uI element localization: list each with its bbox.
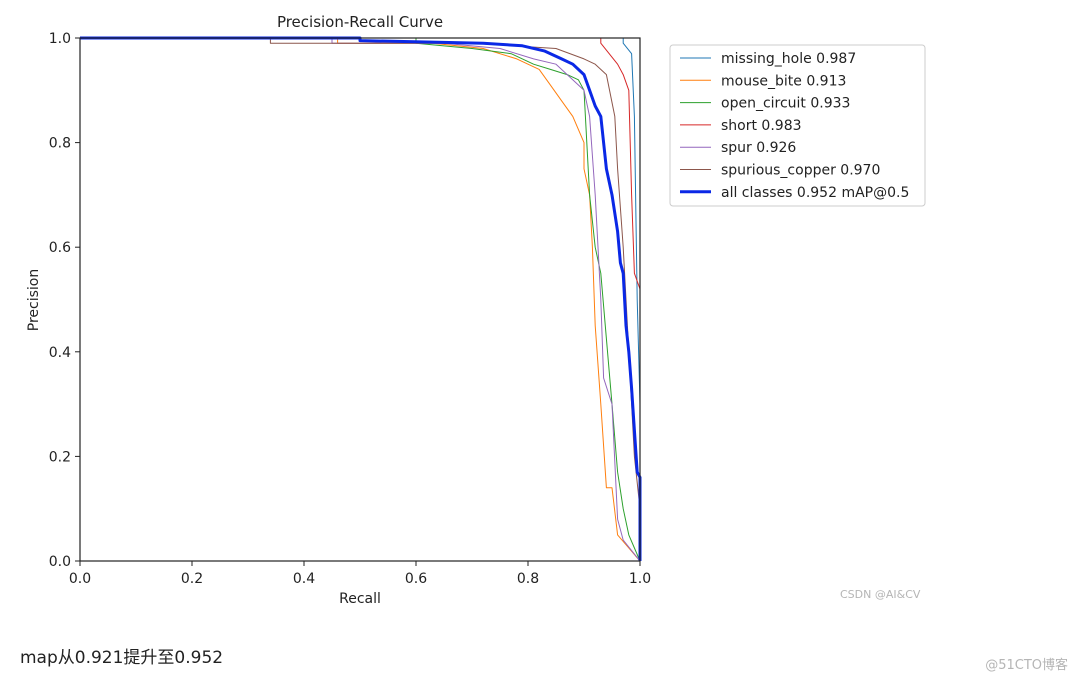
legend-label-1: mouse_bite 0.913 [721,73,846,89]
legend: missing_hole 0.987 mouse_bite 0.913 open_c… [669,44,926,207]
x-tick-label: 0.0 [69,571,91,587]
legend-box [669,44,926,207]
csdn-watermark: CSDN @AI&CV [840,588,921,601]
y-tick-label: 0.4 [49,345,71,361]
series-line-3 [80,37,641,561]
51cto-watermark: @51CTO博客 [985,658,1068,673]
series-layer [80,36,642,562]
series-line-0 [80,37,641,561]
legend-label-2: open_circuit 0.933 [721,96,850,112]
chart-title: Precision-Recall Curve [277,13,443,31]
series-line-6 [80,36,642,561]
x-tick-label: 1.0 [629,571,651,587]
y-tick-label: 1.0 [49,31,71,47]
series-line-4 [80,37,641,562]
ticks-layer: 0.0 0.2 0.4 0.6 0.8 1.0 0.0 0.2 0.4 0.6 0.8 1.0 [49,31,651,587]
legend-label-4: spur 0.926 [721,140,796,156]
series-line-5 [80,37,641,561]
y-axis-label: Precision [26,269,42,331]
legend-label-6: all classes 0.952 mAP@0.5 [721,185,909,201]
y-tick-label: 0.0 [49,554,71,570]
caption-text: map从0.921提升至0.952 [20,648,224,668]
plot-frame [79,37,641,562]
pr-curve-chart: Precision-Recall Curve 0.0 0.2 0.4 0.6 0.8 1.… [26,13,926,607]
x-tick-label: 0.8 [517,571,539,587]
x-axis-label: Recall [339,591,381,607]
series-line-1 [80,37,641,562]
series-line-2 [80,37,641,562]
x-tick-label: 0.6 [405,571,427,587]
y-tick-label: 0.2 [49,449,71,465]
x-tick-label: 0.2 [181,571,203,587]
y-tick-label: 0.8 [49,136,71,152]
legend-label-5: spurious_copper 0.970 [721,163,880,179]
y-tick-label: 0.6 [49,240,71,256]
legend-label-0: missing_hole 0.987 [721,51,856,67]
legend-label-3: short 0.983 [721,118,802,134]
x-tick-label: 0.4 [293,571,315,587]
